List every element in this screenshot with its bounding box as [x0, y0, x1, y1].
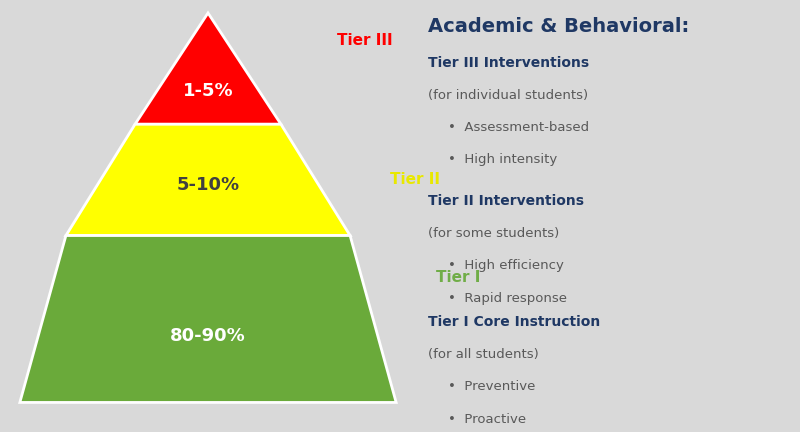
- Text: •  High efficiency: • High efficiency: [448, 259, 564, 272]
- Text: (for some students): (for some students): [428, 227, 559, 240]
- Text: (for individual students): (for individual students): [428, 89, 588, 102]
- Text: 5-10%: 5-10%: [177, 176, 239, 194]
- Text: Tier II Interventions: Tier II Interventions: [428, 194, 584, 208]
- Text: Tier I: Tier I: [436, 270, 481, 285]
- Text: •  Proactive: • Proactive: [448, 413, 526, 426]
- Text: •  Rapid response: • Rapid response: [448, 292, 567, 305]
- Polygon shape: [20, 235, 396, 403]
- Text: •  High intensity: • High intensity: [448, 153, 558, 166]
- Text: 80-90%: 80-90%: [170, 327, 246, 345]
- Text: (for all students): (for all students): [428, 348, 538, 361]
- Text: Tier III Interventions: Tier III Interventions: [428, 56, 589, 70]
- Text: •  Preventive: • Preventive: [448, 380, 535, 393]
- Text: Academic & Behavioral:: Academic & Behavioral:: [428, 17, 690, 36]
- Text: 1-5%: 1-5%: [182, 82, 234, 100]
- Text: Tier III: Tier III: [337, 33, 393, 48]
- Text: •  Assessment-based: • Assessment-based: [448, 121, 589, 134]
- Text: Tier I Core Instruction: Tier I Core Instruction: [428, 315, 600, 329]
- Text: Tier II: Tier II: [390, 172, 440, 187]
- Polygon shape: [66, 124, 350, 235]
- Polygon shape: [135, 13, 281, 124]
